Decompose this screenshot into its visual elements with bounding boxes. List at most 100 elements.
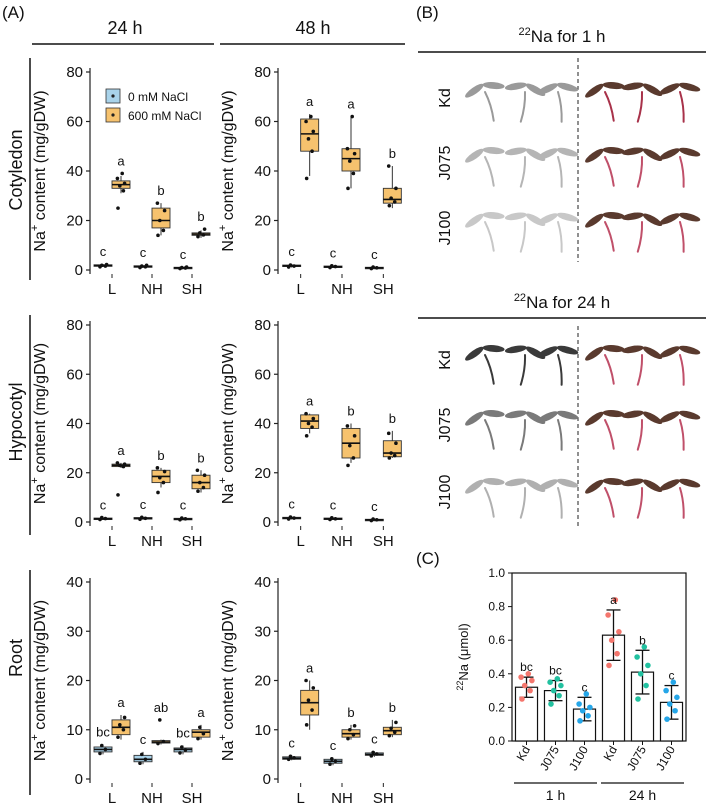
data-point	[392, 730, 397, 735]
photo-1h-2-2	[659, 212, 701, 253]
data-point	[156, 741, 160, 746]
data-point	[351, 171, 356, 176]
significance-letter: c	[371, 247, 378, 262]
data-point	[387, 203, 392, 208]
significance-letter: a	[117, 695, 125, 710]
bar-x-tick-label: J100	[566, 743, 591, 773]
data-point	[352, 724, 357, 728]
x-tick-label-L: L	[296, 281, 304, 298]
data-point	[161, 228, 166, 233]
data-point	[201, 485, 206, 490]
y-axis-label: Na+ content (mg/gDW)	[29, 90, 49, 251]
data-point	[140, 752, 144, 757]
seedling-cotyledon-right	[482, 345, 505, 353]
y-tick-label: 30	[66, 623, 83, 640]
box-600-mM-NaCl-SH: a	[191, 705, 211, 741]
y-tick-label: 10	[66, 722, 83, 739]
x-tick-label-SH: SH	[373, 281, 394, 298]
data-point	[374, 265, 379, 270]
bar-data-point	[672, 707, 678, 714]
group-label-24h: 24 h	[629, 787, 656, 803]
significance-letter: b	[389, 700, 396, 715]
y-tick-label: 20	[254, 213, 271, 230]
box-600-mM-NaCl-L: a	[111, 443, 131, 497]
data-point	[122, 715, 127, 720]
significance-letter: c	[330, 497, 337, 512]
box-600-mM-NaCl-SH: b	[382, 146, 402, 209]
significance-letter: b	[157, 183, 164, 198]
data-point	[304, 411, 308, 416]
boxplot-3: 0 20 40 60 80 Na+ content (mg/gDW) L NH SH c c c a b b	[217, 317, 402, 550]
data-point	[143, 757, 148, 762]
x-tick-label-NH: NH	[331, 281, 353, 298]
significance-letter: c	[100, 497, 107, 512]
data-point	[330, 757, 334, 761]
y-tick-label: 80	[66, 317, 83, 334]
x-tick-label-NH: NH	[141, 281, 163, 298]
y-tick-label: 40	[254, 416, 271, 433]
data-point	[310, 425, 314, 429]
autoradiograph-24h-2-1	[504, 478, 546, 519]
y-tick-label: 40	[254, 574, 271, 591]
seedling-stem	[636, 91, 644, 123]
data-point	[352, 434, 357, 438]
seedling-cotyledon-left	[585, 479, 604, 494]
data-point	[288, 754, 293, 759]
panel-b-24h-row-j075: J075	[437, 408, 454, 443]
seedling-cotyledon-left	[585, 346, 604, 361]
autoradiograph-24h-2-2	[537, 478, 579, 519]
photo-24h-1-1	[621, 410, 663, 451]
data-point	[138, 761, 142, 766]
panel-b-24h-row-kd: Kd	[437, 350, 454, 370]
data-point	[374, 752, 379, 756]
seedling-cotyledon-right	[556, 410, 579, 420]
autoradiograph-1h-1-2	[537, 147, 579, 188]
box-0-mM-NaCl-NH: c	[323, 738, 343, 767]
y-tick-label: 40	[66, 574, 83, 591]
bar-significance-letter: c	[582, 680, 588, 694]
bar-data-point	[616, 629, 622, 635]
bar-data-point	[670, 679, 677, 685]
x-tick-label-SH: SH	[182, 790, 203, 806]
seedling-cotyledon-right	[642, 83, 663, 97]
y-tick-label: 0	[263, 514, 271, 531]
panel-label-a: (A)	[2, 3, 25, 22]
significance-letter: c	[140, 497, 147, 512]
seedling-cotyledon-right	[602, 82, 625, 90]
data-point	[346, 463, 350, 468]
significance-letter: c	[180, 247, 187, 262]
data-point	[144, 263, 149, 268]
data-point	[286, 757, 291, 762]
data-point	[374, 517, 379, 522]
box-0-mM-NaCl-SH: c	[173, 247, 193, 271]
row-label-root: Root	[6, 639, 26, 677]
significance-letter: b	[197, 209, 204, 224]
data-point	[195, 468, 200, 473]
y-axis-label: Na+ content (mg/gDW)	[29, 600, 49, 761]
y-tick-label: 40	[254, 163, 271, 180]
data-point	[183, 748, 188, 752]
seedling-cotyledon-right	[482, 478, 505, 486]
y-tick-label: 0	[75, 771, 83, 788]
box-0-mM-NaCl-SH: c	[364, 731, 384, 758]
bar-x-tick-label: J100	[653, 743, 678, 773]
data-point	[198, 725, 202, 730]
significance-letter: c	[180, 498, 187, 513]
box-0-mM-NaCl-NH: c	[133, 732, 153, 766]
seedling-cotyledon-right	[678, 345, 701, 355]
legend-label-600mm: 600 mM NaCl	[128, 109, 201, 123]
bar-data-point	[635, 696, 641, 702]
significance-letter: a	[117, 443, 125, 458]
data-point	[394, 441, 398, 446]
data-point	[311, 416, 316, 421]
significance-letter: b	[347, 404, 354, 419]
data-point	[115, 461, 120, 465]
autoradiograph-24h-0-0	[465, 345, 505, 385]
y-axis-label: Na+ content (mg/gDW)	[217, 90, 237, 251]
box-0-mM-NaCl-NH: c	[323, 245, 343, 270]
box-600-mM-NaCl-L: a	[300, 661, 320, 730]
data-point	[351, 732, 356, 737]
data-point	[140, 264, 144, 268]
